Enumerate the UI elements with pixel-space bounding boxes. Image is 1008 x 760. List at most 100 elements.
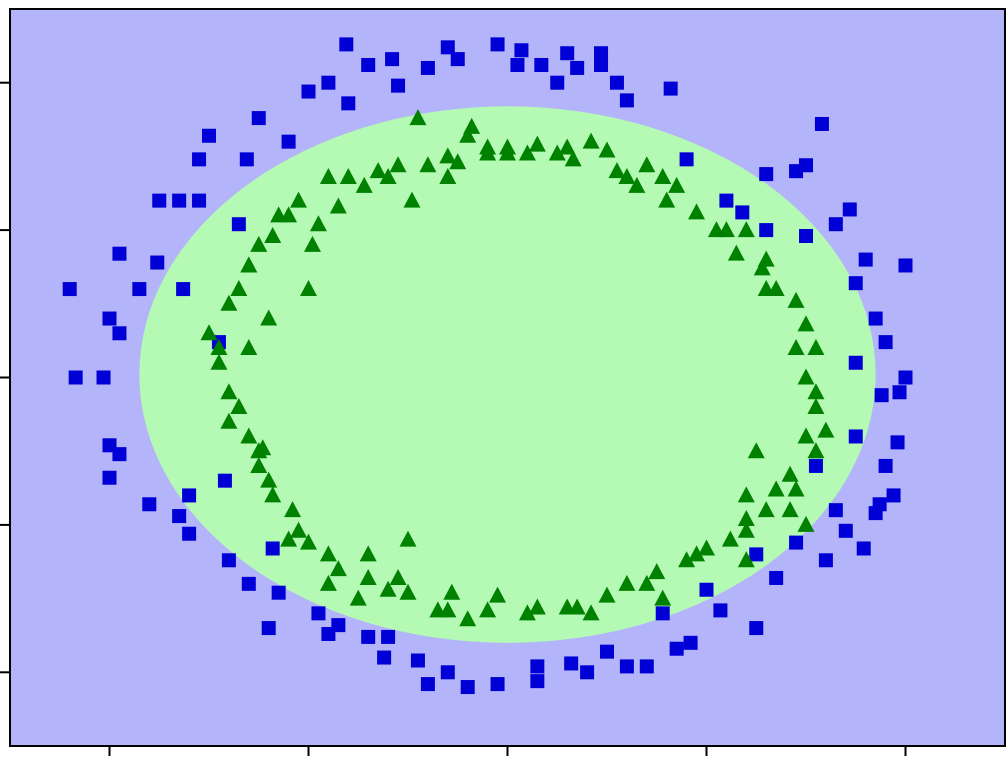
data-point-triangle bbox=[359, 568, 377, 585]
decision-region-inner bbox=[139, 106, 876, 643]
data-point-triangle bbox=[250, 456, 268, 473]
data-point-triangle bbox=[200, 324, 218, 341]
data-point-square bbox=[594, 58, 609, 73]
data-point-triangle bbox=[654, 168, 672, 185]
data-point-triangle bbox=[300, 533, 317, 550]
data-point-square bbox=[890, 435, 905, 450]
data-point-square bbox=[231, 217, 246, 232]
data-point-square bbox=[868, 311, 883, 326]
data-point-triangle bbox=[807, 442, 825, 459]
data-point-square bbox=[152, 193, 167, 208]
data-point-square bbox=[301, 84, 316, 99]
data-point-triangle bbox=[459, 126, 477, 143]
data-point-triangle bbox=[463, 117, 481, 134]
data-point-square bbox=[874, 388, 889, 403]
data-point-square bbox=[530, 674, 545, 689]
data-point-square bbox=[679, 152, 694, 167]
data-point-triangle bbox=[389, 156, 407, 173]
data-point-triangle bbox=[220, 412, 238, 429]
data-point-triangle bbox=[379, 168, 397, 185]
data-point-triangle bbox=[254, 439, 272, 456]
data-point-square bbox=[510, 58, 525, 73]
data-point-triangle bbox=[721, 530, 739, 547]
data-point-square bbox=[112, 246, 127, 261]
data-point-triangle bbox=[582, 604, 600, 621]
data-point-triangle bbox=[658, 191, 676, 208]
data-point-triangle bbox=[698, 539, 715, 556]
data-point-triangle bbox=[419, 156, 437, 173]
data-point-triangle bbox=[230, 397, 248, 414]
data-point-triangle bbox=[787, 291, 805, 308]
data-point-triangle bbox=[737, 486, 755, 503]
data-point-square bbox=[530, 659, 545, 674]
data-point-triangle bbox=[737, 510, 755, 527]
data-point-triangle bbox=[817, 421, 835, 438]
data-point-triangle bbox=[678, 551, 696, 568]
data-point-square bbox=[600, 644, 614, 659]
data-point-square bbox=[96, 370, 111, 385]
data-point-triangle bbox=[270, 206, 288, 223]
data-point-square bbox=[490, 37, 505, 52]
data-point-triangle bbox=[688, 203, 706, 220]
data-point-triangle bbox=[439, 147, 457, 164]
data-point-triangle bbox=[290, 191, 308, 208]
data-point-square bbox=[385, 52, 400, 67]
data-point-triangle bbox=[319, 168, 337, 185]
data-point-triangle bbox=[489, 586, 507, 603]
data-point-triangle bbox=[220, 383, 238, 400]
data-point-triangle bbox=[717, 221, 735, 238]
data-point-square bbox=[886, 488, 901, 503]
data-point-triangle bbox=[757, 250, 775, 267]
data-point-triangle bbox=[568, 598, 586, 615]
data-point-square bbox=[799, 228, 813, 243]
data-point-square bbox=[265, 541, 280, 556]
data-point-triangle bbox=[399, 583, 417, 600]
data-point-square bbox=[719, 193, 734, 208]
data-point-square bbox=[828, 503, 843, 518]
data-point-triangle bbox=[280, 530, 298, 547]
data-point-square bbox=[420, 677, 435, 692]
data-point-triangle bbox=[379, 580, 397, 597]
data-point-square bbox=[564, 656, 579, 671]
data-point-square bbox=[172, 193, 187, 208]
data-point-triangle bbox=[797, 427, 815, 444]
data-point-triangle bbox=[807, 397, 825, 414]
data-point-square bbox=[848, 355, 863, 370]
data-point-square bbox=[221, 553, 236, 568]
data-points bbox=[62, 37, 913, 695]
data-point-triangle bbox=[807, 383, 825, 400]
data-point-triangle bbox=[638, 156, 656, 173]
data-point-triangle bbox=[240, 427, 258, 444]
data-point-triangle bbox=[210, 339, 228, 356]
data-point-square bbox=[842, 202, 857, 217]
data-point-square bbox=[655, 606, 670, 621]
data-point-square bbox=[62, 282, 77, 297]
data-point-square bbox=[361, 58, 376, 73]
data-point-triangle bbox=[797, 515, 815, 532]
data-point-square bbox=[619, 93, 634, 108]
data-point-triangle bbox=[319, 574, 337, 591]
data-point-square bbox=[192, 193, 207, 208]
data-point-triangle bbox=[339, 168, 357, 185]
data-point-square bbox=[420, 60, 435, 75]
data-point-square bbox=[699, 582, 714, 597]
data-point-square bbox=[892, 385, 907, 400]
data-point-triangle bbox=[787, 339, 805, 356]
data-point-square bbox=[251, 111, 266, 126]
data-point-square bbox=[789, 535, 804, 550]
data-point-triangle bbox=[564, 150, 582, 167]
data-point-square bbox=[878, 458, 893, 473]
data-point-square bbox=[749, 547, 764, 562]
data-point-square bbox=[381, 629, 396, 644]
data-point-triangle bbox=[618, 168, 636, 185]
data-point-square bbox=[639, 659, 654, 674]
data-point-square bbox=[848, 276, 863, 291]
data-point-square bbox=[490, 677, 505, 692]
data-point-square bbox=[182, 488, 197, 503]
data-point-square bbox=[609, 75, 624, 90]
data-point-square bbox=[594, 46, 609, 61]
data-point-triangle bbox=[528, 135, 546, 152]
data-point-triangle bbox=[518, 604, 536, 621]
data-point-square bbox=[440, 40, 455, 55]
